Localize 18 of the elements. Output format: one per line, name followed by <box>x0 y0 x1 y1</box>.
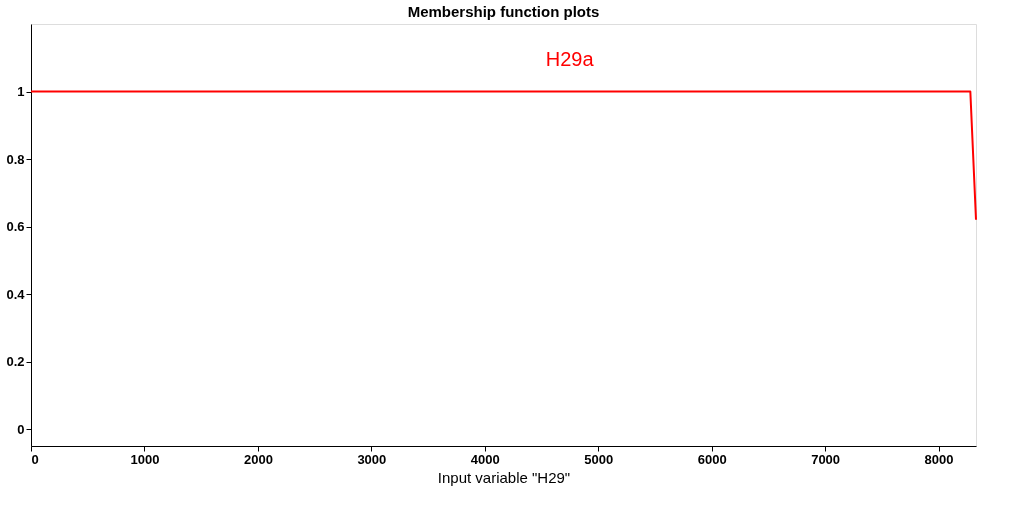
y-tick-label: 1 <box>17 84 25 100</box>
x-tick-label: 4000 <box>470 451 500 467</box>
y-tick-label: 0.4 <box>6 286 26 302</box>
x-tick-label: 8000 <box>924 451 954 467</box>
x-axis-title: Input variable "H29" <box>437 468 571 486</box>
y-tick-label: 0.2 <box>6 354 25 370</box>
x-tick-label: 0 <box>31 451 39 467</box>
y-tick-label: 0.6 <box>6 219 25 235</box>
x-tick-label: 1000 <box>130 451 160 467</box>
chart-title: Membership function plots <box>407 3 600 20</box>
x-tick-label: 5000 <box>584 451 614 467</box>
x-tick-label: 2000 <box>243 451 273 467</box>
y-tick-label: 0.8 <box>6 151 25 167</box>
x-tick-label: 3000 <box>357 451 387 467</box>
x-tick-label: 6000 <box>697 451 727 467</box>
y-tick-label: 0 <box>17 421 25 437</box>
x-tick-label: 7000 <box>811 451 841 467</box>
series-label: H29a <box>545 47 595 70</box>
